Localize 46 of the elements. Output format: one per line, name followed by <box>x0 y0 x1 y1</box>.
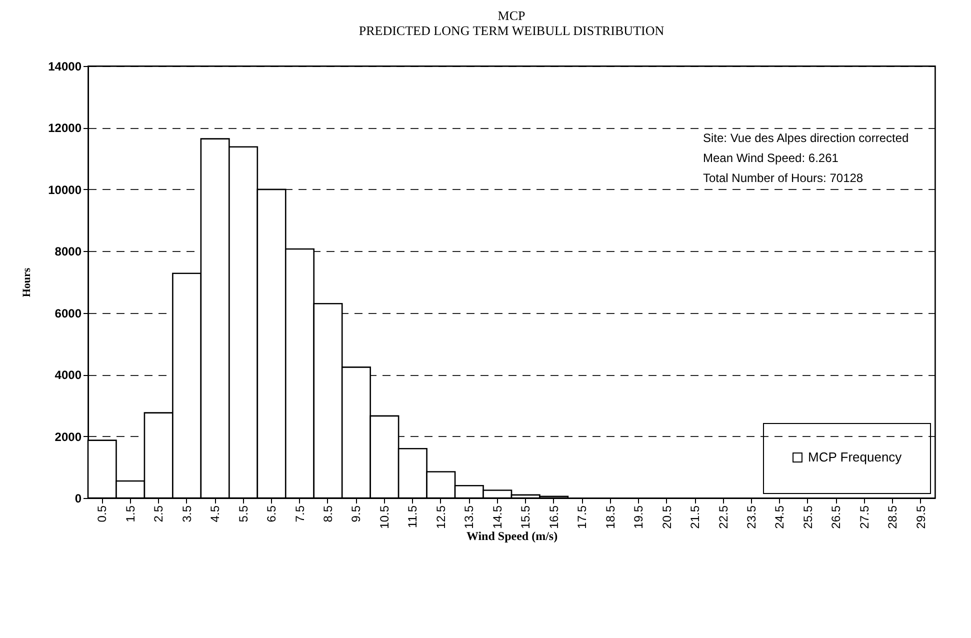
x-tick-label: 20.5 <box>660 505 674 529</box>
y-tick-label: 4000 <box>54 368 82 382</box>
x-tick-label: 26.5 <box>829 505 844 529</box>
x-tick-label: 7.5 <box>292 505 307 522</box>
y-tick-label: 12000 <box>48 121 82 136</box>
x-tick-label: 11.5 <box>406 505 420 528</box>
x-tick-label: 10.5 <box>377 505 392 529</box>
annotation: Site: Vue des Alpes direction corrected <box>703 131 909 145</box>
y-tick-label: 10000 <box>48 182 82 197</box>
x-tick-label: 1.5 <box>123 505 138 522</box>
x-tick-label: 12.5 <box>434 505 448 529</box>
x-axis-title: Wind Speed (m/s) <box>466 528 558 543</box>
annotation: Mean Wind Speed: 6.261 <box>703 151 839 165</box>
annotation: Total Number of Hours: 70128 <box>703 171 864 185</box>
x-tick-label: 22.5 <box>716 505 730 529</box>
x-tick-label: 23.5 <box>744 505 758 529</box>
y-tick-label: 0 <box>74 492 82 506</box>
x-tick-label: 16.5 <box>546 505 561 529</box>
y-tick-label: 8000 <box>54 244 82 259</box>
x-tick-label: 24.5 <box>772 505 787 529</box>
x-tick-label: 28.5 <box>886 505 900 529</box>
x-tick-label: 27.5 <box>857 505 872 529</box>
x-tick-label: 3.5 <box>180 505 194 522</box>
x-tick-label: 5.5 <box>236 505 250 522</box>
x-tick-label: 29.5 <box>914 505 928 529</box>
x-tick-label: 13.5 <box>462 505 476 529</box>
x-tick-label: 0.5 <box>95 505 110 522</box>
x-tick-label: 14.5 <box>490 505 504 529</box>
x-tick-label: 25.5 <box>800 505 815 529</box>
x-tick-label: 21.5 <box>688 505 702 529</box>
y-axis-title: Hours <box>21 267 34 298</box>
x-tick-label: 15.5 <box>518 505 533 529</box>
y-tick-label: 2000 <box>54 430 82 444</box>
x-tick-label: 17.5 <box>575 505 590 529</box>
x-tick-label: 6.5 <box>264 505 279 522</box>
x-tick-label: 18.5 <box>603 505 618 529</box>
chart-title: MCP <box>498 8 526 23</box>
chart-subtitle: PREDICTED LONG TERM WEIBULL DISTRIBUTION <box>358 23 665 38</box>
x-tick-label: 2.5 <box>152 505 166 522</box>
x-tick-label: 4.5 <box>208 505 222 522</box>
y-tick-label: 6000 <box>54 306 82 320</box>
x-tick-label: 8.5 <box>320 505 335 522</box>
y-tick-label: 14000 <box>48 60 82 74</box>
legend-label: MCP Frequency <box>808 450 902 464</box>
x-tick-label: 19.5 <box>632 505 646 529</box>
x-tick-label: 9.5 <box>349 505 364 522</box>
